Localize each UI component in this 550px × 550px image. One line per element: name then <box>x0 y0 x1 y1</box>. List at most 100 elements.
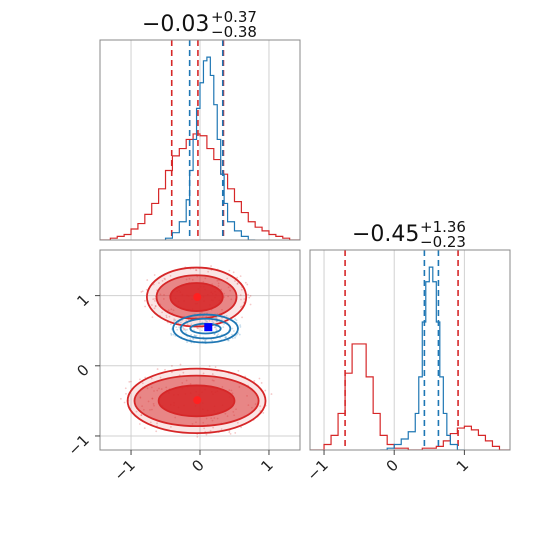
scatter-point <box>184 329 187 332</box>
scatter-point <box>239 324 242 327</box>
scatter-point <box>186 328 188 331</box>
scatter-point <box>155 430 158 433</box>
scatter-point <box>165 316 168 319</box>
scatter-point <box>231 327 234 330</box>
top-hist-series-1-step <box>164 56 256 240</box>
scatter-point <box>169 275 172 277</box>
scatter-point <box>149 421 152 424</box>
right-hist-xtick-label: 1 <box>453 456 472 475</box>
scatter-point <box>236 282 239 285</box>
scatter-point <box>240 288 243 291</box>
scatter-point <box>144 299 146 302</box>
scatter-point <box>215 320 218 323</box>
title-main: −0.45 <box>352 222 419 247</box>
scatter-point <box>224 336 227 339</box>
scatter-point <box>171 364 173 367</box>
scatter-point <box>211 320 214 322</box>
scatter-point <box>229 432 232 435</box>
best-fit-marker <box>204 323 213 332</box>
scatter-point <box>186 341 188 343</box>
scatter-point <box>164 278 167 281</box>
scatter-point <box>164 368 166 371</box>
scatter-point <box>241 316 243 319</box>
scatter-point <box>225 336 227 338</box>
scatter-point <box>232 330 235 332</box>
scatter-point <box>159 376 162 379</box>
scatter-point <box>141 290 144 293</box>
scatter-point <box>125 392 127 395</box>
scatter-point <box>264 389 267 392</box>
scatter-point <box>171 371 173 374</box>
scatter-point <box>234 318 237 320</box>
scatter-point <box>129 380 132 383</box>
scatter-point <box>119 397 122 400</box>
scatter-point <box>253 380 256 382</box>
scatter-point <box>163 277 166 280</box>
scatter-point <box>156 368 159 370</box>
scatter-point <box>182 371 185 374</box>
scatter-point <box>182 328 185 330</box>
scatter-point <box>208 365 211 368</box>
scatter-point <box>240 298 242 301</box>
scatter-point <box>153 274 156 276</box>
scatter-point <box>143 427 146 430</box>
scatter-point <box>235 335 237 337</box>
scatter-point <box>234 280 236 282</box>
scatter-point <box>197 327 200 330</box>
scatter-point <box>154 305 157 308</box>
scatter-point <box>190 323 193 326</box>
scatter-point <box>170 426 172 428</box>
scatter-point <box>144 376 147 379</box>
scatter-point <box>195 269 198 272</box>
scatter-point <box>248 296 251 299</box>
scatter-point <box>246 283 249 286</box>
scatter-point <box>225 314 228 317</box>
scatter-point <box>205 433 208 436</box>
scatter-point <box>161 311 163 314</box>
scatter-point <box>236 421 239 424</box>
scatter-point <box>239 275 242 278</box>
scatter-point <box>150 377 153 380</box>
right-hist-xtick-label: 0 <box>383 456 402 475</box>
scatter-point <box>154 304 157 307</box>
scatter-point <box>205 320 207 322</box>
right-hist-series-0-step <box>310 343 510 450</box>
joint-xtick-label: 1 <box>257 456 276 475</box>
right-histogram-title: −0.45 +1.36 −0.23 <box>352 218 466 251</box>
scatter-point <box>150 304 153 306</box>
scatter-point <box>215 317 218 319</box>
scatter-point <box>211 373 214 375</box>
scatter-point <box>193 334 196 337</box>
scatter-point <box>239 326 242 328</box>
scatter-point <box>158 282 160 284</box>
top-histogram-title: −0.03 +0.37 −0.38 <box>142 8 257 41</box>
scatter-point <box>231 333 233 336</box>
scatter-point <box>239 306 242 308</box>
scatter-point <box>128 380 131 383</box>
scatter-point <box>237 332 240 334</box>
title-main: −0.03 <box>142 12 209 37</box>
scatter-point <box>215 328 218 330</box>
scatter-point <box>140 414 143 416</box>
scatter-point <box>194 335 196 337</box>
scatter-point <box>152 298 155 301</box>
scatter-point <box>138 423 141 425</box>
scatter-point <box>123 401 126 404</box>
joint-ytick-label: 0 <box>73 361 92 380</box>
scatter-point <box>178 326 181 329</box>
scatter-point <box>206 320 209 323</box>
scatter-point <box>191 337 194 340</box>
title-upper: +1.36 <box>420 218 466 236</box>
right-hist-xtick-label: −1 <box>303 456 331 484</box>
scatter-point <box>203 340 206 343</box>
scatter-point <box>240 426 243 429</box>
scatter-point <box>154 299 156 302</box>
scatter-point <box>239 294 242 297</box>
scatter-point <box>260 382 263 384</box>
scatter-point <box>214 326 217 328</box>
contour-level <box>172 313 239 344</box>
scatter-point <box>195 334 198 337</box>
right-histogram-frame <box>309 249 511 451</box>
contour-level <box>179 317 232 340</box>
